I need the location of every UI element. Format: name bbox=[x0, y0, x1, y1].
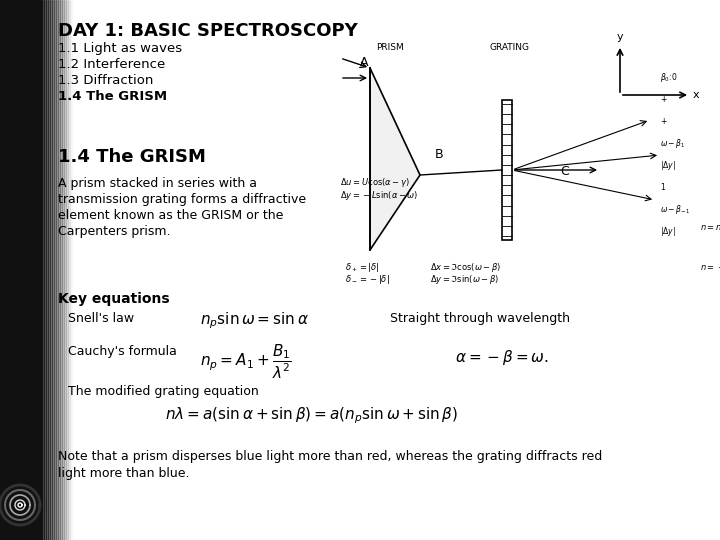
Bar bbox=[76, 0, 78, 540]
Text: $\Delta y = \Im\sin(\omega-\beta)$: $\Delta y = \Im\sin(\omega-\beta)$ bbox=[430, 273, 499, 286]
Circle shape bbox=[0, 483, 42, 527]
Text: Snell's law: Snell's law bbox=[68, 312, 134, 325]
Bar bbox=[62, 0, 64, 540]
Text: $\alpha = -\beta = \omega.$: $\alpha = -\beta = \omega.$ bbox=[455, 348, 549, 367]
Text: $1$: $1$ bbox=[660, 181, 666, 192]
Bar bbox=[68, 0, 70, 540]
Bar bbox=[502, 100, 512, 240]
Text: Note that a prism disperses blue light more than red, whereas the grating diffra: Note that a prism disperses blue light m… bbox=[58, 450, 602, 463]
Text: Straight through wavelength: Straight through wavelength bbox=[390, 312, 570, 325]
Bar bbox=[44, 0, 46, 540]
Bar bbox=[74, 0, 76, 540]
Text: 1.4 The GRISM: 1.4 The GRISM bbox=[58, 90, 167, 103]
Text: A: A bbox=[360, 57, 369, 70]
Bar bbox=[84, 0, 86, 540]
Text: Cauchy's formula: Cauchy's formula bbox=[68, 345, 177, 358]
Bar bbox=[70, 0, 72, 540]
Text: Carpenters prism.: Carpenters prism. bbox=[58, 225, 171, 238]
Bar bbox=[64, 0, 66, 540]
Text: PRISM: PRISM bbox=[376, 43, 404, 52]
Bar bbox=[48, 0, 50, 540]
Text: B: B bbox=[435, 148, 444, 161]
Bar bbox=[72, 0, 74, 540]
Bar bbox=[52, 0, 54, 540]
Text: 1.1 Light as waves: 1.1 Light as waves bbox=[58, 42, 182, 55]
Text: $|\Delta y|$: $|\Delta y|$ bbox=[660, 159, 676, 172]
Text: A prism stacked in series with a: A prism stacked in series with a bbox=[58, 177, 257, 190]
Bar bbox=[60, 0, 62, 540]
Text: $n=-$: $n=-$ bbox=[700, 263, 720, 272]
Text: 1.4 The GRISM: 1.4 The GRISM bbox=[58, 148, 206, 166]
Bar bbox=[50, 0, 52, 540]
Text: x: x bbox=[693, 90, 700, 100]
Polygon shape bbox=[370, 68, 420, 250]
Text: C: C bbox=[560, 165, 569, 178]
Text: y: y bbox=[617, 32, 624, 42]
Bar bbox=[78, 0, 80, 540]
Text: $n_p \sin \omega = \sin \alpha$: $n_p \sin \omega = \sin \alpha$ bbox=[200, 310, 309, 330]
Text: light more than blue.: light more than blue. bbox=[58, 467, 189, 480]
Bar bbox=[82, 0, 84, 540]
Text: +: + bbox=[660, 95, 667, 104]
Bar bbox=[66, 0, 68, 540]
Bar bbox=[100, 0, 102, 540]
Text: $\Delta x = \Im\cos(\omega-\beta)$: $\Delta x = \Im\cos(\omega-\beta)$ bbox=[430, 261, 501, 274]
Text: DAY 1: BASIC SPECTROSCOPY: DAY 1: BASIC SPECTROSCOPY bbox=[58, 22, 358, 40]
Text: $|\Delta y|$: $|\Delta y|$ bbox=[660, 225, 676, 238]
Text: The modified grating equation: The modified grating equation bbox=[68, 385, 258, 398]
Bar bbox=[94, 0, 96, 540]
Text: $n_p = A_1 + \dfrac{B_1}{\lambda^2}$: $n_p = A_1 + \dfrac{B_1}{\lambda^2}$ bbox=[200, 343, 292, 381]
Text: $\omega-\beta_{-1}$: $\omega-\beta_{-1}$ bbox=[660, 203, 690, 216]
Text: $\delta_- = -|\delta|$: $\delta_- = -|\delta|$ bbox=[345, 273, 390, 286]
Text: $\Delta u = U\cos(\alpha-\gamma)$: $\Delta u = U\cos(\alpha-\gamma)$ bbox=[340, 176, 410, 189]
Text: $\omega-\beta_1$: $\omega-\beta_1$ bbox=[660, 137, 685, 150]
Text: GRATING: GRATING bbox=[490, 43, 530, 52]
Bar bbox=[80, 0, 82, 540]
Text: +: + bbox=[660, 117, 667, 126]
Bar bbox=[88, 0, 90, 540]
Text: 1.3 Diffraction: 1.3 Diffraction bbox=[58, 74, 153, 87]
Text: $\delta_+ = |\delta|$: $\delta_+ = |\delta|$ bbox=[345, 261, 379, 274]
Bar bbox=[42, 0, 44, 540]
Bar bbox=[98, 0, 100, 540]
Bar bbox=[90, 0, 92, 540]
Bar bbox=[86, 0, 88, 540]
Text: transmission grating forms a diffractive: transmission grating forms a diffractive bbox=[58, 193, 306, 206]
Bar bbox=[58, 0, 60, 540]
Text: $\Delta y = -L\sin(\alpha-\omega)$: $\Delta y = -L\sin(\alpha-\omega)$ bbox=[340, 189, 418, 202]
Text: $n=n$: $n=n$ bbox=[700, 223, 720, 232]
Bar bbox=[56, 0, 58, 540]
Text: 1.2 Interference: 1.2 Interference bbox=[58, 58, 166, 71]
Bar bbox=[96, 0, 98, 540]
Bar bbox=[0, 0, 42, 540]
Text: element known as the GRISM or the: element known as the GRISM or the bbox=[58, 209, 284, 222]
Bar bbox=[46, 0, 48, 540]
Bar bbox=[92, 0, 94, 540]
Text: Key equations: Key equations bbox=[58, 292, 170, 306]
Bar bbox=[54, 0, 56, 540]
Text: $n\lambda = a(\sin\alpha + \sin\beta) = a(n_p \sin\omega + \sin\beta)$: $n\lambda = a(\sin\alpha + \sin\beta) = … bbox=[165, 405, 458, 426]
Text: $\beta_0$:0: $\beta_0$:0 bbox=[660, 71, 678, 84]
